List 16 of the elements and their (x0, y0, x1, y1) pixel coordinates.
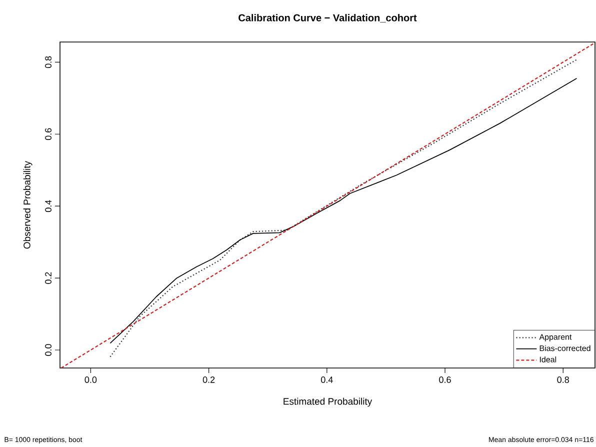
y-axis-title: Observed Probability (23, 160, 32, 249)
x-tick-label: 0.0 (84, 376, 97, 383)
y-tick-label: 0.8 (45, 56, 52, 68)
y-tick-label: 0.0 (45, 344, 52, 356)
legend-label: Ideal (540, 356, 556, 362)
legend-label: Apparent (539, 334, 572, 342)
y-tick-label: 0.6 (45, 128, 52, 140)
x-tick-label: 0.2 (202, 376, 215, 383)
y-tick-label: 0.2 (45, 272, 52, 284)
x-axis-title: Estimated Probability (284, 398, 372, 407)
x-tick-label: 0.6 (439, 376, 451, 383)
y-tick-label: 0.4 (45, 200, 52, 212)
legend-label: Bias-corrected (540, 345, 590, 352)
chart-title: Calibration Curve − Validation_cohort (238, 14, 417, 22)
x-tick-label: 0.4 (321, 376, 333, 383)
x-tick-label: 0.8 (557, 376, 569, 383)
